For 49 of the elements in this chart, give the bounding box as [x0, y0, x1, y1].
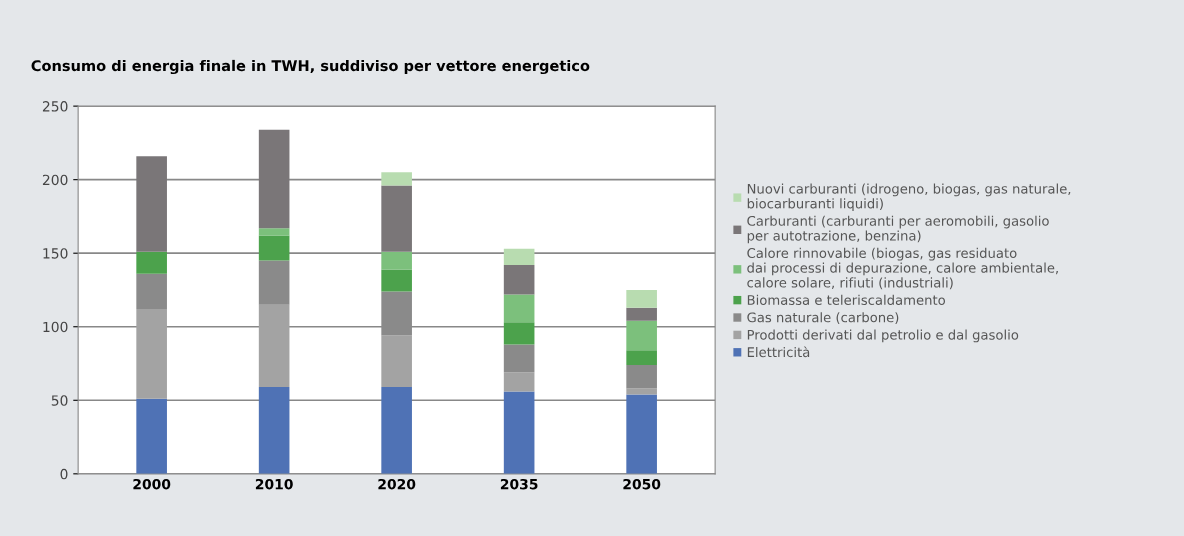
bar	[258, 387, 290, 474]
bar	[503, 248, 535, 265]
y-tick-label: 0	[60, 468, 68, 480]
y-tick-label: 100	[43, 321, 68, 333]
bar	[503, 391, 535, 474]
bar	[503, 372, 535, 392]
legend-label: Nuovi carburanti (idrogeno, biogas, gas naturale, biocarburanti liquidi)	[747, 183, 1071, 212]
bar	[136, 251, 167, 274]
legend-label: Biomassa e teleriscaldamento	[747, 294, 946, 305]
bar	[626, 364, 657, 389]
bar	[136, 273, 167, 310]
bar	[258, 235, 290, 261]
x-tick-label: 2020	[378, 478, 416, 490]
legend-label: Elettricità	[747, 346, 810, 358]
y-tick-label: 250	[42, 101, 68, 112]
x-tick-label: 2010	[255, 478, 293, 490]
bar	[381, 387, 412, 474]
bar	[136, 156, 167, 252]
bar	[626, 320, 657, 351]
x-tick-label: 2050	[623, 478, 661, 490]
y-tick-label: 200	[42, 174, 68, 186]
bar	[626, 289, 657, 308]
bar	[503, 264, 535, 295]
bar	[381, 185, 412, 252]
bar	[381, 251, 412, 270]
bar	[136, 398, 167, 474]
y-tick-label: 150	[43, 248, 68, 259]
bar	[258, 304, 290, 388]
legend-label: Prodotti derivati dal petrolio e dal gasolio	[747, 329, 1019, 343]
chart-title: Consumo di energia finale in TWH, suddiviso per vettore energetico	[31, 59, 590, 75]
x-tick-label: 2035	[500, 478, 538, 490]
bar	[258, 129, 290, 229]
bar	[503, 294, 535, 323]
legend-label: Calore rinnovabile (biogas, gas residuato dai processi di depurazione, calore ambientale, calore solare, rifiuti (industriali)	[747, 247, 1058, 290]
legend-label: Gas naturale (carbone)	[747, 312, 899, 324]
bar	[136, 309, 167, 399]
y-tick-label: 50	[51, 395, 68, 406]
bar	[381, 269, 412, 292]
bar	[626, 350, 657, 365]
bar	[381, 172, 412, 186]
bar	[258, 260, 290, 305]
legend-label: Carburanti (carburanti per aeromobili, gasolio per autotrazione, benzina)	[747, 215, 1049, 244]
x-tick-label: 2000	[133, 478, 171, 490]
bar	[626, 307, 657, 321]
bar	[626, 394, 657, 474]
bar	[503, 322, 535, 345]
bar	[258, 228, 290, 236]
bar	[381, 335, 412, 388]
bar	[503, 344, 535, 373]
